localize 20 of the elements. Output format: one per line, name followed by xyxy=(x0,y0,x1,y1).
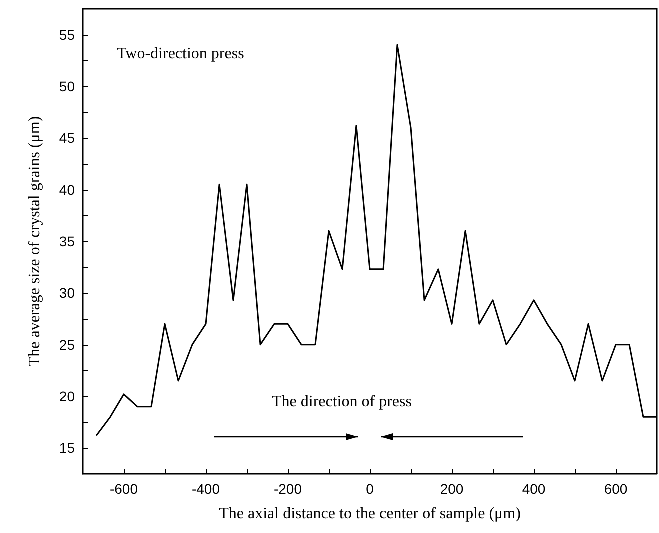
y-tick-label: 20 xyxy=(59,388,76,404)
y-axis-title: The average size of crystal grains (μm) xyxy=(26,116,44,367)
x-tick-label: 200 xyxy=(440,481,464,497)
x-tick-label: -200 xyxy=(274,481,302,497)
y-tick-label: 15 xyxy=(59,440,76,456)
x-tick-label: -400 xyxy=(192,481,220,497)
y-tick-label: 30 xyxy=(59,285,76,302)
y-tick-label: 50 xyxy=(59,78,76,94)
y-tick-label: 35 xyxy=(59,234,76,250)
y-tick-label: 25 xyxy=(59,336,76,353)
x-tick-label: 0 xyxy=(366,481,374,497)
x-axis-title: The axial distance to the center of sample (μm) xyxy=(219,506,521,522)
annotation: The direction of press xyxy=(272,394,412,410)
x-tick-label: 400 xyxy=(522,481,546,497)
x-tick-label: -600 xyxy=(110,481,138,497)
y-tick-label: 55 xyxy=(59,26,76,43)
y-tick-label: 40 xyxy=(59,182,76,198)
x-tick-label: 600 xyxy=(604,481,628,497)
y-tick-label: 45 xyxy=(59,130,76,146)
annotation: Two-direction press xyxy=(117,46,244,62)
